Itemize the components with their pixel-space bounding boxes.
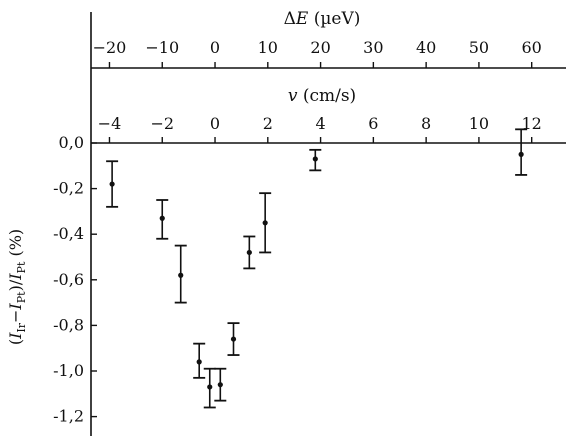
y-axis-tick-label: -0,8	[53, 315, 84, 334]
mid-axis-label: v (cm/s)	[288, 86, 356, 106]
y-axis-ticks: 0,0 -0,2 -0,4 -0,6 -0,8 -1,0 -1,2	[53, 133, 97, 426]
data-point-group	[227, 322, 240, 356]
y-axis-tick-label: -0,6	[53, 270, 84, 289]
top-axis-tick-label: −10	[145, 38, 179, 57]
data-point-group	[214, 367, 227, 402]
data-point	[246, 249, 252, 256]
data-point-group	[309, 148, 322, 172]
data-point-group	[259, 192, 272, 254]
data-point	[178, 272, 184, 278]
y-axis-label: (IIr−IPt)/IPt (%)	[6, 229, 28, 345]
top-axis-tick-label: 50	[469, 38, 489, 57]
data-point	[196, 359, 202, 365]
data-point	[207, 384, 213, 390]
data-point-group	[515, 128, 528, 176]
mid-axis-tick-label: 4	[315, 114, 325, 133]
mid-axis-tick-label: 10	[469, 114, 489, 133]
data-point-group	[243, 235, 256, 270]
top-axis-tick-label: 0	[210, 38, 220, 57]
mid-axis-tick-label: 12	[522, 114, 542, 133]
y-axis-tick-label: 0,0	[59, 133, 84, 152]
mid-axis-tick-label: 0	[210, 114, 220, 133]
data-point-group	[106, 160, 119, 208]
data-point	[312, 156, 318, 162]
top-axis-ticks: −20 −10 0 10 20 30 40 50 60	[93, 38, 542, 68]
data-point-group	[156, 199, 169, 240]
top-axis-tick-label: 30	[363, 38, 383, 57]
y-axis-tick-label: -0,4	[53, 224, 84, 243]
mid-axis-tick-label: 8	[421, 114, 431, 133]
y-axis-tick-label: -0,2	[53, 179, 84, 198]
y-axis-tick-label: -1,2	[53, 407, 84, 426]
data-point	[217, 382, 223, 388]
data-point-group	[174, 244, 187, 304]
y-axis-tick-label: -1,0	[53, 361, 84, 380]
top-axis-tick-label: 40	[416, 38, 436, 57]
axes	[90, 12, 566, 436]
mid-axis-tick-label: 2	[263, 114, 273, 133]
data-point	[518, 151, 524, 157]
mid-axis-ticks: −4 −2 0 2 4 6 8 10 12	[98, 114, 542, 143]
data-point	[262, 220, 268, 226]
mid-axis-tick-label: −4	[98, 114, 122, 133]
top-axis-tick-label: 20	[310, 38, 330, 57]
top-axis-label: ΔE (µeV)	[284, 9, 361, 29]
data-point	[159, 215, 165, 221]
data-points	[106, 128, 528, 409]
top-axis-tick-label: −20	[93, 38, 127, 57]
top-axis-tick-label: 10	[258, 38, 278, 57]
data-point-group	[193, 342, 206, 379]
top-axis-tick-label: 60	[522, 38, 542, 57]
data-point	[230, 336, 237, 342]
data-point	[109, 181, 115, 187]
mid-axis-tick-label: 6	[368, 114, 378, 133]
data-point-group	[203, 367, 216, 409]
mid-axis-tick-label: −2	[150, 114, 174, 133]
